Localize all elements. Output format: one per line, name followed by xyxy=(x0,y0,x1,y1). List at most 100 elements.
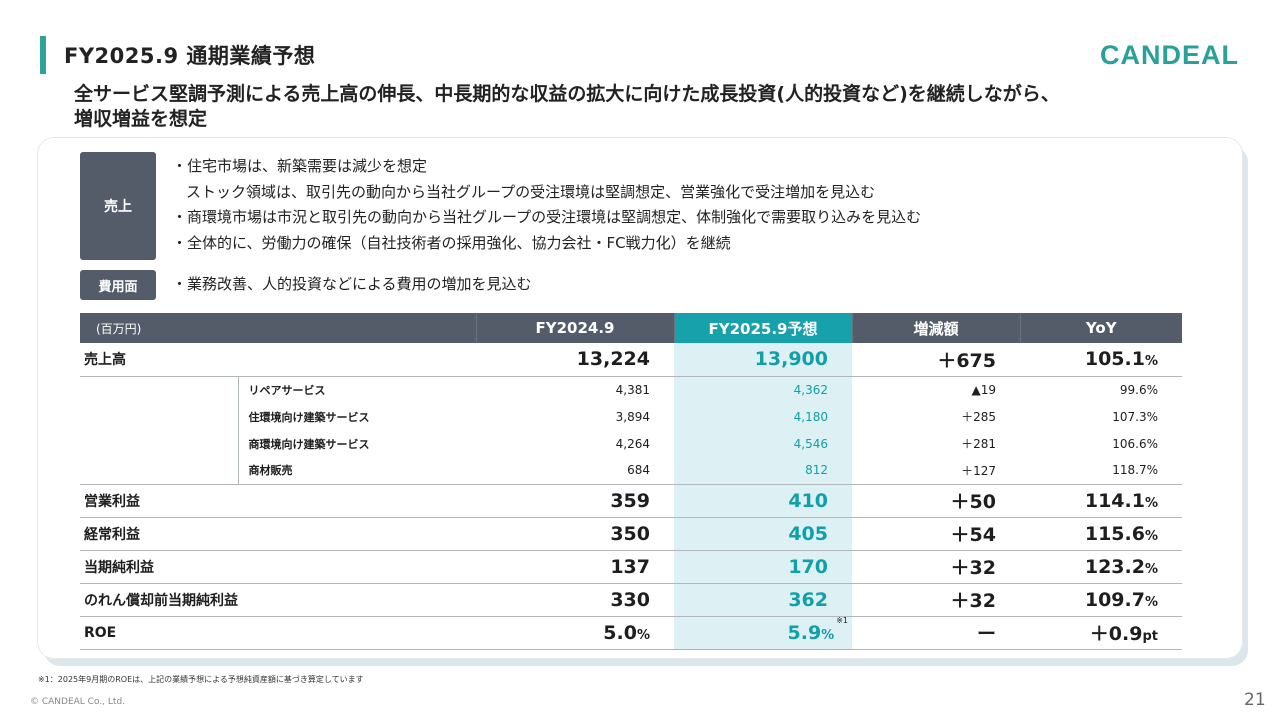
header-diff: 増減額 xyxy=(851,313,1020,343)
cell-diff: ＋50 xyxy=(852,484,1020,518)
cell-yoy: 115.6% xyxy=(1020,517,1182,551)
header-unit: (百万円) xyxy=(80,313,476,343)
cell-forecast: 812 xyxy=(674,457,852,485)
blank-cell xyxy=(80,430,238,457)
cell-yoy: ＋0.9pt xyxy=(1020,616,1182,650)
yoy-unit: % xyxy=(1144,528,1158,544)
row-label: ROE xyxy=(80,616,476,650)
cell-diff: ＋281 xyxy=(961,437,996,451)
cell-diff: ＋32 xyxy=(852,550,1020,584)
copyright: © CANDEAL Co., Ltd. xyxy=(30,697,126,707)
cell-prev: 5.0% xyxy=(476,616,674,650)
row-label: 売上高 xyxy=(80,343,476,377)
cell-prev: 3,894 xyxy=(615,409,650,424)
cost-bullet: ・業務改善、人的投資などによる費用の増加を見込む xyxy=(172,275,532,293)
yoy-unit: % xyxy=(1144,495,1158,511)
company-logo: CANDEAL xyxy=(1100,40,1239,70)
sub-label: 商材販売 xyxy=(237,457,476,485)
table-row-sub: リペアサービス 4,381 4,362 ▲19 99.6% xyxy=(80,376,1182,403)
blank-cell xyxy=(80,376,238,403)
title-accent-bar xyxy=(40,36,46,74)
cell-forecast: 4,362 xyxy=(674,376,852,403)
sales-bullet-2: ・商環境市場は市況と取引先の動向から当社グループの受注環境は堅調想定、体制強化で… xyxy=(172,208,922,226)
table-row-sub: 商環境向け建築サービス 4,264 4,546 ＋281 106.6% xyxy=(80,430,1182,457)
cell-diff: ＋54 xyxy=(852,517,1020,551)
yoy-value: 109.7 xyxy=(1084,588,1145,611)
sub-label: 商環境向け建築サービス xyxy=(237,430,476,457)
cell-yoy: 106.6% xyxy=(1112,436,1158,451)
sales-bullets: ・住宅市場は、新築需要は減少を想定 ストック領域は、取引先の動向から当社グループ… xyxy=(172,154,921,256)
cost-tag: 費用面 xyxy=(80,270,156,300)
cell-diff: ー xyxy=(852,616,1020,650)
cell-forecast: 405 xyxy=(674,517,852,551)
cell-yoy: 114.1% xyxy=(1020,484,1182,518)
roe-forecast-value: 5.9 xyxy=(787,621,822,644)
page-subtitle: 全サービス堅調予測による売上高の伸長、中長期的な収益の拡大に向けた成長投資(人的… xyxy=(74,83,1060,130)
cell-prev: 330 xyxy=(476,583,674,617)
cell-yoy: 123.2% xyxy=(1020,550,1182,584)
cell-forecast: 5.9%※1 xyxy=(674,616,852,650)
roe-prev-value: 5.0 xyxy=(603,621,637,644)
row-label: 営業利益 xyxy=(80,484,476,518)
forecast-table: (百万円) FY2024.9 FY2025.9予想 増減額 YoY 売上高 13… xyxy=(80,313,1182,650)
yoy-unit: % xyxy=(1144,561,1158,577)
page-title: FY2025.9 通期業績予想 xyxy=(64,44,316,68)
cell-forecast: 362 xyxy=(674,583,852,617)
yoy-value: 123.2 xyxy=(1084,555,1145,578)
cell-prev: 359 xyxy=(476,484,674,518)
yoy-unit: % xyxy=(1144,354,1158,370)
header-forecast: FY2025.9予想 xyxy=(673,313,852,343)
cell-prev: 350 xyxy=(476,517,674,551)
blank-cell xyxy=(80,403,238,430)
table-row-ordinary-profit: 経常利益 350 405 ＋54 115.6% xyxy=(80,517,1182,551)
sales-tag: 売上 xyxy=(80,152,156,260)
yoy-unit: % xyxy=(1144,594,1158,610)
row-label: 当期純利益 xyxy=(80,550,476,584)
cell-forecast: 170 xyxy=(674,550,852,584)
yoy-value: 114.1 xyxy=(1084,489,1145,512)
cell-forecast: 4,546 xyxy=(674,430,852,457)
cell-diff: ＋127 xyxy=(852,457,1020,485)
cell-yoy: 107.3% xyxy=(1112,409,1158,424)
cell-yoy: 105.1% xyxy=(1020,343,1182,377)
header-yoy: YoY xyxy=(1019,313,1182,343)
sub-label: リペアサービス xyxy=(237,376,476,403)
cell-prev: 13,224 xyxy=(476,343,674,377)
table-row-sales: 売上高 13,224 13,900 ＋675 105.1% xyxy=(80,343,1182,377)
cell-diff: ＋285 xyxy=(961,410,996,424)
blank-cell xyxy=(80,457,238,485)
row-label: 経常利益 xyxy=(80,517,476,551)
cell-diff: ＋32 xyxy=(852,583,1020,617)
table-row-net-income: 当期純利益 137 170 ＋32 123.2% xyxy=(80,550,1182,584)
table-row-sub: 住環境向け建築サービス 3,894 4,180 ＋285 107.3% xyxy=(80,403,1182,430)
cell-prev: 4,381 xyxy=(615,382,650,397)
table-row-sub: 商材販売 684 812 ＋127 118.7% xyxy=(80,457,1182,485)
cell-yoy: 118.7% xyxy=(1020,457,1182,485)
row-label: のれん償却前当期純利益 xyxy=(80,583,476,617)
sales-bullet-1: ・住宅市場は、新築需要は減少を想定 xyxy=(172,157,428,175)
roe-prev-unit: % xyxy=(636,627,650,643)
cell-yoy: 109.7% xyxy=(1020,583,1182,617)
cell-prev: 137 xyxy=(476,550,674,584)
footnote: ※1：2025年9月期のROEは、上記の業績予想による予想純資産額に基づき算定し… xyxy=(38,675,364,684)
yoy-value: ＋0.9 xyxy=(1089,623,1143,645)
cell-prev: 684 xyxy=(476,457,674,485)
roe-forecast-unit: % xyxy=(821,627,835,643)
cell-prev: 4,264 xyxy=(615,436,650,451)
sales-bullet-1-cont: ストック領域は、取引先の動向から当社グループの受注環境は堅調想定、営業強化で受注… xyxy=(186,182,876,201)
cell-forecast: 4,180 xyxy=(674,403,852,430)
sales-bullet-3: ・全体的に、労働力の確保（自社技術者の採用強化、協力会社・FC戦力化）を継続 xyxy=(172,233,731,252)
cell-diff: ＋675 xyxy=(852,343,1020,377)
page-number: 21 xyxy=(1244,690,1266,710)
cell-forecast: 410 xyxy=(674,484,852,518)
table-row-net-income-before-goodwill: のれん償却前当期純利益 330 362 ＋32 109.7% xyxy=(80,583,1182,617)
cell-yoy: 99.6% xyxy=(1119,382,1158,397)
yoy-value: 105.1 xyxy=(1084,348,1145,371)
table-row-roe: ROE 5.0% 5.9%※1 ー ＋0.9pt xyxy=(80,616,1182,650)
yoy-value: 115.6 xyxy=(1084,522,1145,545)
yoy-unit: pt xyxy=(1142,629,1158,644)
footnote-marker: ※1 xyxy=(836,616,848,626)
sub-label: 住環境向け建築サービス xyxy=(237,403,476,430)
table-header-row: (百万円) FY2024.9 FY2025.9予想 増減額 YoY xyxy=(80,313,1182,343)
table-row-operating-profit: 営業利益 359 410 ＋50 114.1% xyxy=(80,484,1182,518)
